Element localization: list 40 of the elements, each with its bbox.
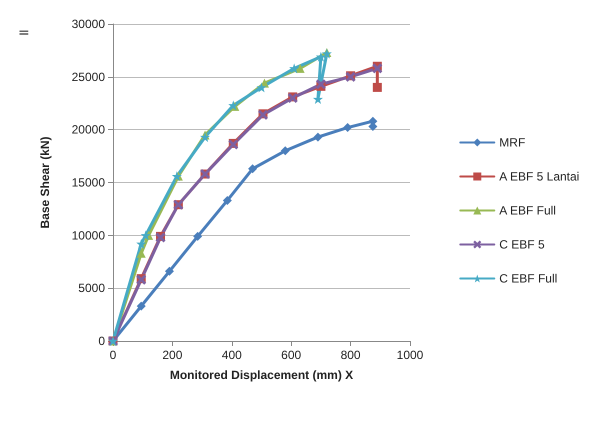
y-tick-label: 10000 bbox=[72, 228, 106, 242]
point bbox=[136, 238, 146, 249]
point bbox=[343, 123, 352, 132]
point bbox=[372, 82, 382, 92]
y-axis-title: Base Shear (kN) bbox=[38, 136, 52, 229]
y-tick-label: 0 bbox=[98, 334, 106, 348]
point bbox=[193, 232, 202, 241]
x-axis-title: Monitored Displacement (mm) X bbox=[170, 368, 354, 382]
y-tick-label: 25000 bbox=[72, 70, 106, 84]
legend-label: A EBF 5 Lantai bbox=[499, 170, 580, 184]
x-tick-label: 1000 bbox=[396, 348, 424, 362]
x-tick-label: 400 bbox=[222, 348, 242, 362]
point bbox=[256, 82, 266, 92]
legend-label: C EBF Full bbox=[499, 272, 558, 286]
point bbox=[280, 146, 290, 156]
point bbox=[316, 79, 326, 90]
point bbox=[136, 302, 146, 311]
legend-label: MRF bbox=[499, 136, 526, 150]
point bbox=[296, 64, 305, 73]
point bbox=[222, 196, 232, 205]
point bbox=[200, 132, 210, 142]
point bbox=[313, 132, 322, 142]
point bbox=[372, 63, 382, 74]
x-tick-label: 600 bbox=[281, 348, 302, 362]
y-tick-label: 30000 bbox=[72, 17, 106, 31]
legend-label: A EBF Full bbox=[499, 204, 556, 218]
legend-label: C EBF 5 bbox=[499, 238, 545, 252]
point bbox=[164, 266, 174, 276]
x-tick-label: 800 bbox=[340, 348, 361, 362]
x-tick-label: 200 bbox=[162, 348, 183, 362]
y-tick-label: 5000 bbox=[78, 281, 106, 296]
point bbox=[140, 230, 151, 240]
point bbox=[316, 52, 326, 62]
y-tick-label: 15000 bbox=[72, 176, 106, 190]
text: = bbox=[18, 25, 30, 41]
y-tick-label: 20000 bbox=[72, 122, 106, 137]
point bbox=[248, 164, 258, 174]
x-tick-label: 0 bbox=[110, 348, 117, 362]
point bbox=[289, 63, 300, 74]
point bbox=[136, 248, 146, 258]
